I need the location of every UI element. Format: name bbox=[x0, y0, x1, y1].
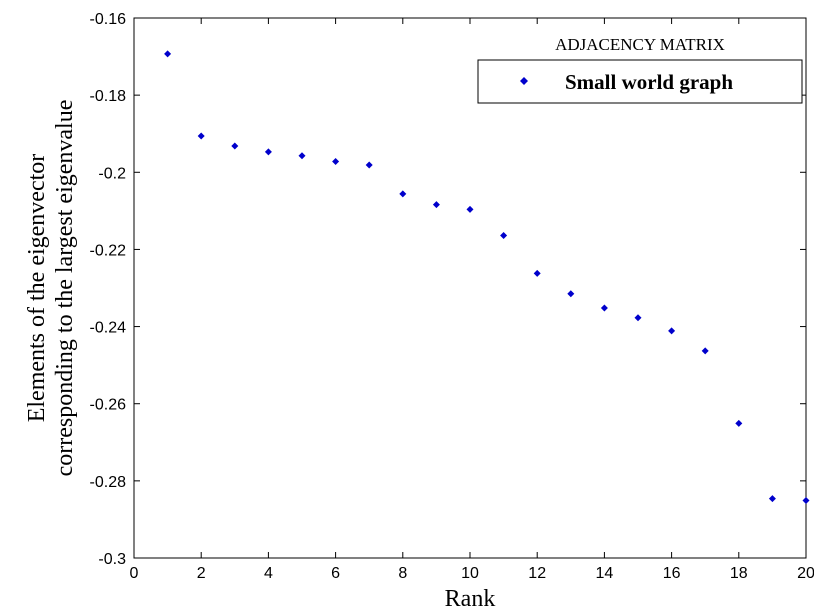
x-tick-label: 4 bbox=[264, 565, 273, 582]
x-tick-label: 2 bbox=[197, 565, 206, 582]
data-point bbox=[332, 157, 340, 165]
y-axis-title-line-1: Elements of the eigenvector bbox=[24, 154, 50, 423]
y-axis-title-line-2: corresponding to the largest eigenvalue bbox=[52, 100, 78, 477]
x-tick-label: 6 bbox=[331, 565, 340, 582]
x-tick-label: 18 bbox=[730, 565, 748, 582]
data-point bbox=[264, 148, 272, 156]
data-point bbox=[634, 314, 642, 322]
plot-area bbox=[133, 17, 807, 559]
y-tick-label: -0.18 bbox=[90, 88, 127, 105]
x-tick-label: 8 bbox=[398, 565, 407, 582]
x-tick-labels: 0 2 4 6 8 10 12 14 16 18 20 bbox=[130, 565, 814, 582]
data-point bbox=[768, 495, 776, 503]
data-point bbox=[567, 290, 575, 298]
legend: Small world graph bbox=[477, 59, 803, 104]
axis-ticks bbox=[133, 17, 807, 559]
data-point bbox=[164, 50, 172, 58]
data-point bbox=[735, 419, 743, 427]
data-point bbox=[802, 497, 810, 505]
y-tick-label: -0.3 bbox=[98, 551, 126, 568]
y-tick-label: -0.24 bbox=[90, 320, 127, 337]
data-point bbox=[231, 142, 239, 150]
legend-label: Small world graph bbox=[565, 70, 733, 94]
data-point bbox=[533, 269, 541, 277]
data-point bbox=[197, 132, 205, 140]
data-point bbox=[298, 152, 306, 160]
data-point bbox=[399, 190, 407, 198]
data-point bbox=[701, 347, 709, 355]
data-point bbox=[600, 304, 608, 312]
data-point bbox=[500, 232, 508, 240]
data-point bbox=[432, 201, 440, 209]
x-tick-label: 20 bbox=[797, 565, 814, 582]
x-tick-label: 0 bbox=[130, 565, 139, 582]
x-tick-label: 10 bbox=[461, 565, 479, 582]
data-point bbox=[466, 205, 474, 213]
x-tick-label: 14 bbox=[596, 565, 614, 582]
data-point bbox=[365, 161, 373, 169]
data-point bbox=[668, 327, 676, 335]
y-tick-labels: -0.16 -0.18 -0.2 -0.22 -0.24 -0.26 -0.28 -0.3 bbox=[90, 11, 127, 568]
x-axis-title: Rank bbox=[445, 586, 496, 612]
data-points bbox=[164, 50, 810, 505]
y-tick-label: -0.16 bbox=[90, 11, 127, 28]
y-tick-label: -0.2 bbox=[98, 165, 126, 182]
y-tick-label: -0.22 bbox=[90, 242, 127, 259]
legend-box bbox=[477, 59, 803, 104]
y-tick-label: -0.28 bbox=[90, 474, 127, 491]
x-tick-label: 16 bbox=[663, 565, 681, 582]
y-tick-label: -0.26 bbox=[90, 397, 127, 414]
annotation-adjacency-matrix: ADJACENCY MATRIX bbox=[555, 35, 725, 54]
x-tick-label: 12 bbox=[528, 565, 546, 582]
legend-marker bbox=[520, 77, 528, 85]
